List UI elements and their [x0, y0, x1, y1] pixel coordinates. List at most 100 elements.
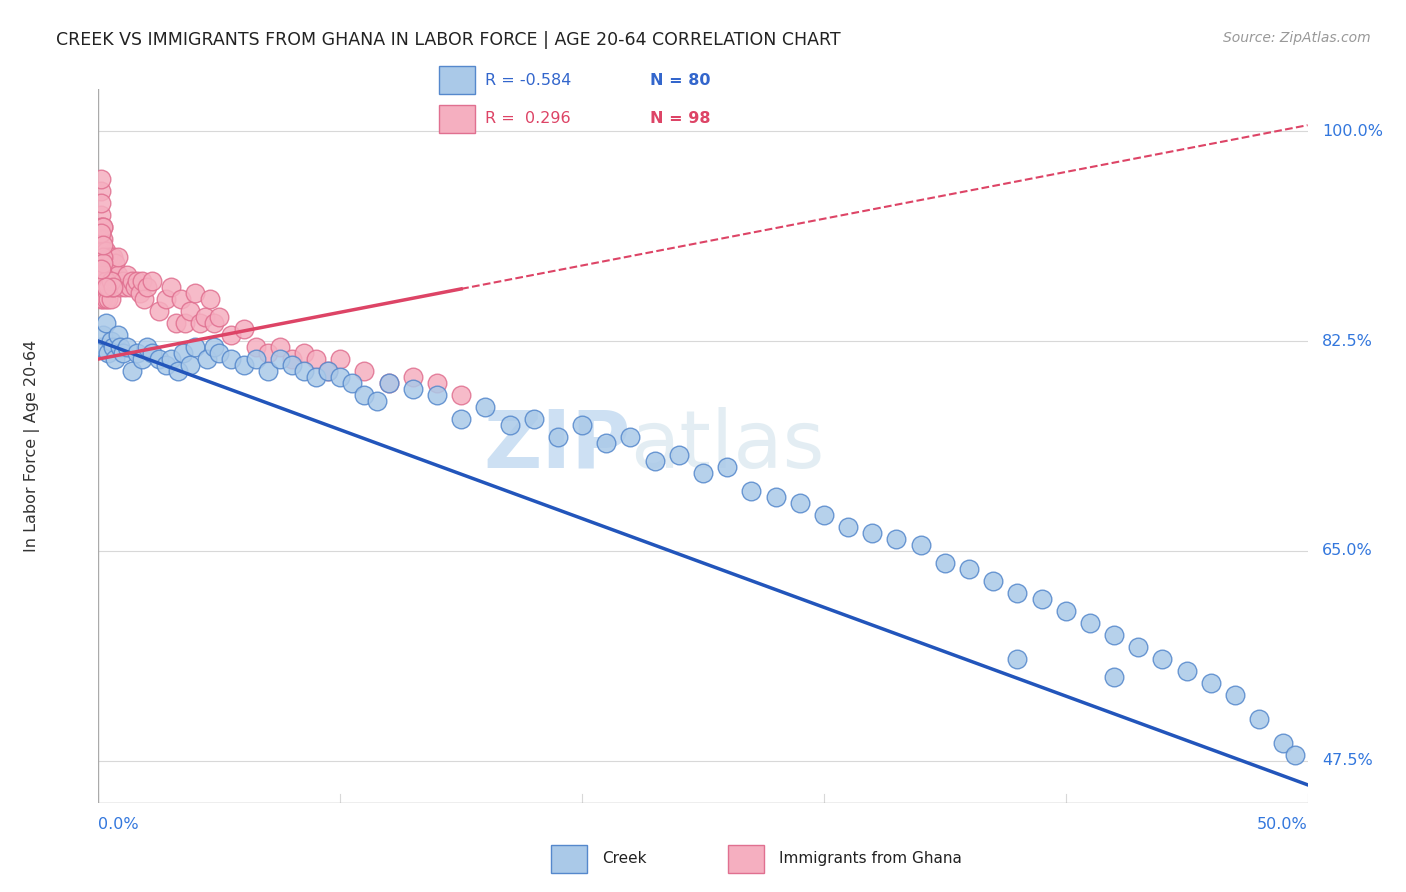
Point — [90, 184, 112, 198]
Point — [97, 250, 120, 264]
Point — [498, 417, 520, 432]
Point — [160, 352, 183, 367]
Point — [160, 280, 183, 294]
Point — [198, 292, 221, 306]
Point — [94, 256, 117, 270]
Point — [107, 250, 129, 264]
Point — [90, 262, 112, 277]
Point — [90, 172, 112, 186]
Point — [353, 388, 375, 402]
Point — [208, 310, 231, 324]
Point — [377, 376, 399, 390]
Point — [184, 340, 207, 354]
Point — [523, 412, 546, 426]
Point — [131, 274, 153, 288]
Point — [90, 280, 112, 294]
Point — [107, 328, 129, 343]
Point — [188, 316, 211, 330]
Point — [90, 250, 112, 264]
Point — [94, 268, 117, 282]
Point — [789, 496, 811, 510]
Point — [101, 268, 124, 282]
Point — [91, 280, 114, 294]
Point — [108, 280, 131, 294]
Point — [97, 280, 120, 294]
Point — [256, 346, 278, 360]
Point — [426, 388, 449, 402]
Point — [1054, 604, 1077, 618]
Point — [97, 268, 120, 282]
Point — [366, 394, 388, 409]
Text: atlas: atlas — [630, 407, 825, 485]
Point — [91, 268, 114, 282]
Text: R = -0.584: R = -0.584 — [485, 73, 571, 88]
Point — [232, 358, 254, 372]
Text: ZIP: ZIP — [484, 407, 630, 485]
Point — [342, 376, 364, 390]
Point — [90, 280, 112, 294]
Point — [90, 268, 112, 282]
Text: Source: ZipAtlas.com: Source: ZipAtlas.com — [1223, 31, 1371, 45]
Point — [94, 292, 117, 306]
Point — [107, 268, 129, 282]
Point — [141, 274, 163, 288]
Point — [245, 340, 267, 354]
Point — [101, 250, 124, 264]
Point — [100, 250, 122, 264]
Point — [450, 388, 472, 402]
Point — [1272, 736, 1295, 750]
Point — [765, 490, 787, 504]
Point — [90, 220, 112, 235]
Point — [91, 280, 114, 294]
Point — [104, 256, 127, 270]
Point — [1102, 670, 1125, 684]
Point — [91, 250, 114, 264]
Point — [141, 346, 163, 360]
Point — [117, 268, 139, 282]
Point — [90, 208, 112, 222]
Point — [101, 340, 124, 354]
Point — [256, 364, 278, 378]
Point — [305, 370, 328, 384]
Point — [474, 400, 496, 414]
Text: 100.0%: 100.0% — [1322, 124, 1384, 138]
Point — [94, 280, 117, 294]
Point — [1175, 664, 1198, 678]
Point — [204, 340, 226, 354]
Point — [90, 232, 112, 246]
Point — [91, 220, 114, 235]
Point — [135, 340, 157, 354]
Point — [668, 448, 690, 462]
Point — [860, 525, 883, 540]
Point — [292, 346, 315, 360]
FancyBboxPatch shape — [728, 845, 763, 872]
Point — [91, 238, 114, 252]
Point — [165, 316, 187, 330]
Point — [101, 280, 124, 294]
Point — [281, 352, 304, 367]
FancyBboxPatch shape — [439, 104, 475, 133]
Point — [194, 310, 217, 324]
Point — [1031, 591, 1053, 606]
Point — [1199, 676, 1222, 690]
Point — [281, 358, 304, 372]
Point — [118, 280, 141, 294]
Point — [100, 268, 122, 282]
Point — [121, 274, 143, 288]
Point — [100, 334, 122, 348]
FancyBboxPatch shape — [551, 845, 586, 872]
Text: N = 80: N = 80 — [650, 73, 710, 88]
Point — [127, 274, 149, 288]
Point — [94, 274, 117, 288]
Text: R =  0.296: R = 0.296 — [485, 111, 571, 126]
Point — [100, 280, 122, 294]
Point — [91, 292, 114, 306]
Point — [450, 412, 472, 426]
Point — [91, 220, 114, 235]
Point — [124, 280, 146, 294]
Point — [1152, 652, 1174, 666]
Point — [957, 562, 980, 576]
Point — [90, 292, 112, 306]
Point — [1078, 615, 1101, 630]
Point — [292, 364, 315, 378]
